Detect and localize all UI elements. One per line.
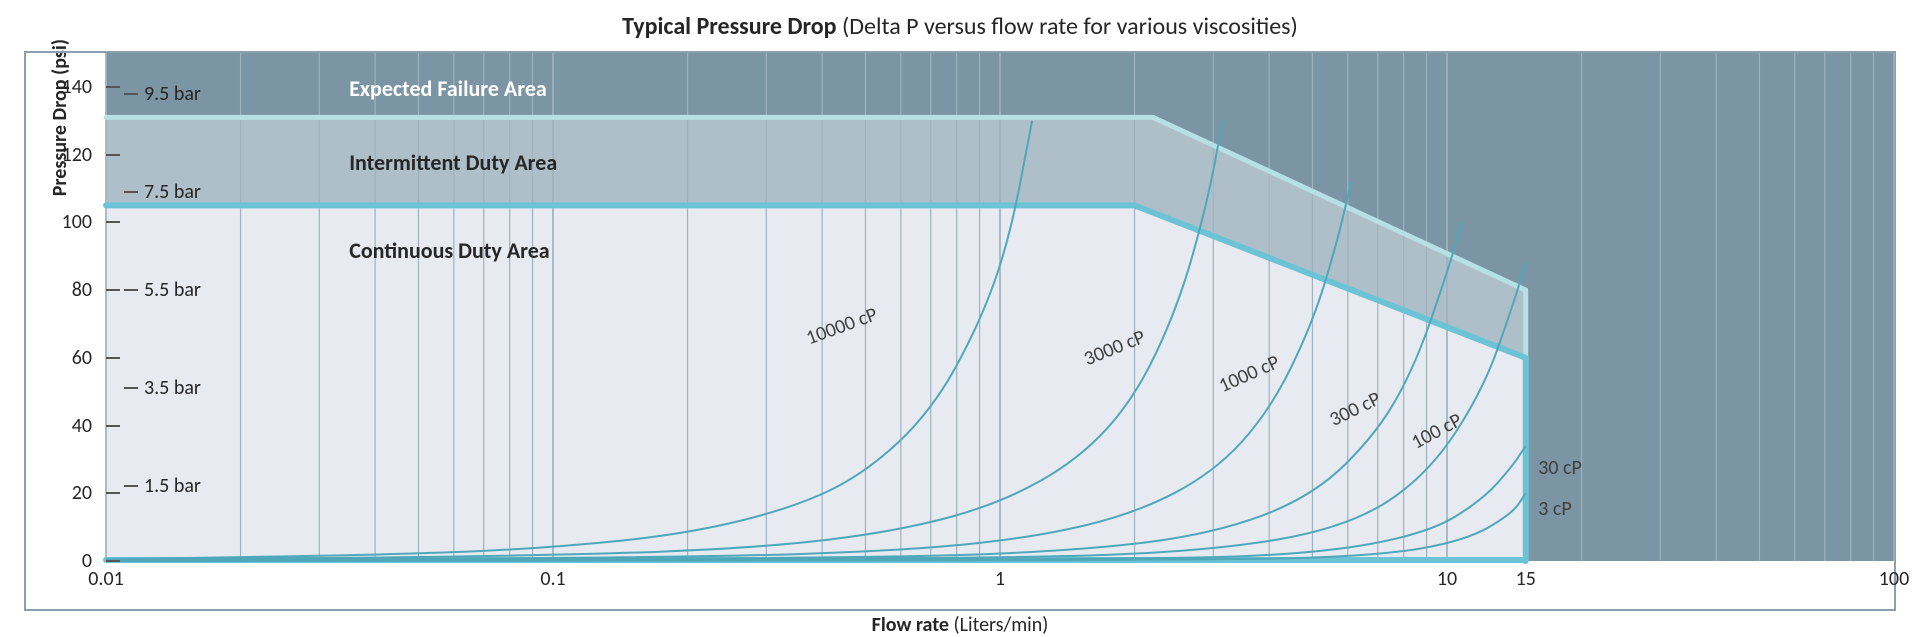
y-tick-label: 40 — [72, 414, 106, 438]
x-tick-label: 0.1 — [540, 561, 565, 591]
x-tick-label: 15 — [1516, 561, 1536, 591]
x-axis-label: Flow rate (Liters/min) — [872, 613, 1049, 637]
y-tick-label: 60 — [72, 346, 106, 370]
y-tick-label: 140 — [62, 75, 106, 99]
secondary-y-label: 1.5 bar — [144, 474, 201, 498]
y-tick-mark — [106, 492, 120, 494]
y-tick-mark — [106, 425, 120, 427]
y-tick-label: 20 — [72, 481, 106, 505]
x-axis-label-rest: (Liters/min) — [949, 613, 1048, 637]
region-label: Expected Failure Area — [349, 75, 547, 102]
plot-svg — [106, 53, 1894, 561]
plot-area: 0204060801001201401.5 bar3.5 bar5.5 bar7… — [106, 53, 1894, 561]
secondary-y-label: 3.5 bar — [144, 376, 201, 400]
y-tick-label: 80 — [72, 278, 106, 302]
secondary-y-tick — [124, 289, 138, 291]
y-tick-mark — [106, 289, 120, 291]
x-tick-label: 10 — [1437, 561, 1457, 591]
region-label: Continuous Duty Area — [349, 237, 549, 264]
secondary-y-tick — [124, 485, 138, 487]
x-tick-label: 1 — [995, 561, 1005, 591]
chart-title-bold: Typical Pressure Drop — [622, 12, 836, 41]
y-tick-mark — [106, 357, 120, 359]
chart-area: 0204060801001201401.5 bar3.5 bar5.5 bar7… — [24, 51, 1896, 611]
secondary-y-label: 7.5 bar — [144, 180, 201, 204]
chart-title: Typical Pressure Drop (Delta P versus fl… — [24, 12, 1896, 41]
y-tick-mark — [106, 86, 120, 88]
chart-title-rest: (Delta P versus flow rate for various vi… — [837, 12, 1298, 41]
secondary-y-label: 5.5 bar — [144, 278, 201, 302]
curve-label: 30 cP — [1538, 456, 1582, 480]
y-tick-label: 100 — [62, 210, 106, 234]
region-label: Intermittent Duty Area — [349, 149, 557, 176]
x-tick-label: 100 — [1879, 561, 1909, 591]
x-axis-label-bold: Flow rate — [872, 613, 949, 637]
secondary-y-tick — [124, 191, 138, 193]
x-tick-label: 0.01 — [88, 561, 123, 591]
secondary-y-tick — [124, 387, 138, 389]
secondary-y-tick — [124, 93, 138, 95]
y-tick-mark — [106, 221, 120, 223]
secondary-y-label: 9.5 bar — [144, 82, 201, 106]
curve-label: 3 cP — [1538, 497, 1571, 521]
y-tick-mark — [106, 154, 120, 156]
y-tick-label: 120 — [62, 143, 106, 167]
